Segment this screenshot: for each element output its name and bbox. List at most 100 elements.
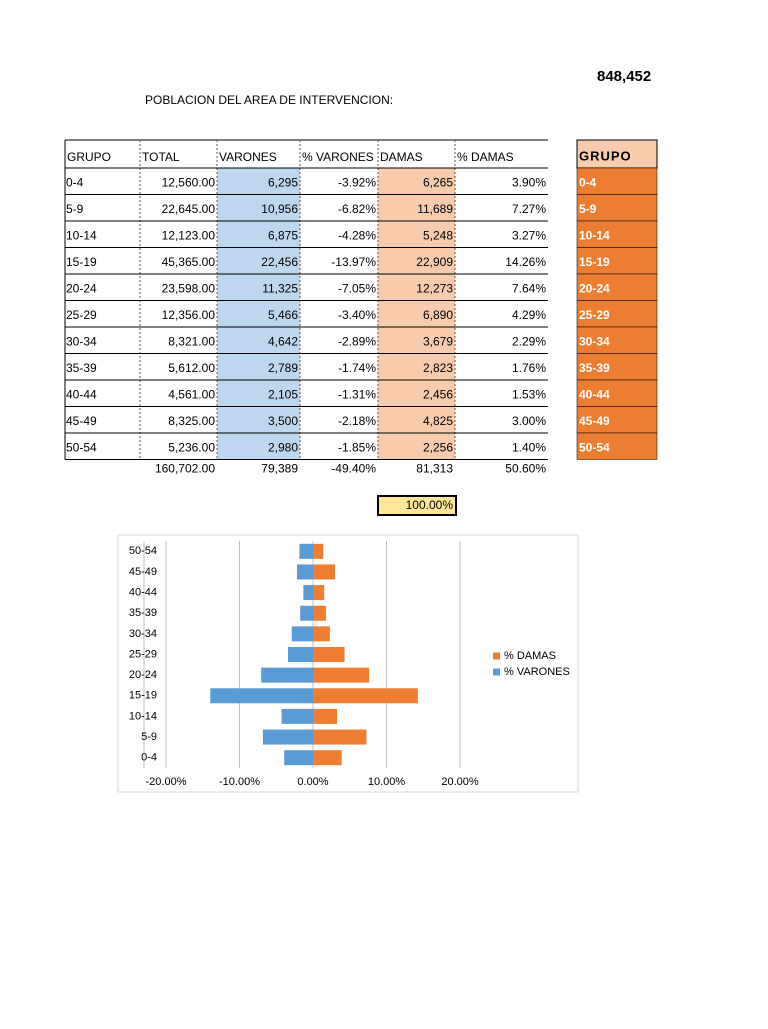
side-header-cell (576, 139, 658, 169)
value-cell: 5,466 (268, 308, 298, 322)
side-label: 20-24 (579, 281, 610, 295)
bar (313, 708, 338, 724)
bar (313, 667, 370, 683)
side-header: GRUPO (579, 148, 632, 163)
column-header: % DAMAS (457, 150, 514, 164)
value-cell: 1.53% (512, 387, 546, 401)
group-cell: 10-14 (66, 228, 97, 242)
bar (313, 729, 367, 745)
value-cell: 22,645.00 (162, 202, 216, 216)
legend-label: % DAMAS (504, 650, 556, 662)
check-cell (377, 495, 457, 516)
side-label: 35-39 (579, 361, 610, 375)
value-cell: -2.89% (338, 334, 376, 348)
side-label: 15-19 (579, 255, 610, 269)
group-cell: 45-49 (66, 414, 97, 428)
x-tick-label: 20.00% (441, 776, 479, 788)
x-tick-label: 0.00% (297, 776, 328, 788)
column-header: % VARONES (302, 150, 374, 164)
group-cell: 40-44 (66, 387, 97, 401)
column-header: GRUPO (67, 150, 111, 164)
side-label: 5-9 (579, 202, 597, 216)
varones-column-fill (217, 168, 300, 460)
legend-label: % VARONES (504, 666, 570, 678)
side-label: 50-54 (579, 440, 610, 454)
damas-column-fill (378, 168, 455, 460)
y-tick-label: 20-24 (129, 669, 157, 681)
side-label: 25-29 (579, 308, 610, 322)
side-cell (576, 353, 658, 381)
value-cell: 6,295 (268, 175, 298, 189)
y-tick-label: 40-44 (129, 586, 157, 598)
population-total: 848,452 (597, 68, 651, 85)
value-cell: -3.40% (338, 308, 376, 322)
side-cell (576, 194, 658, 222)
side-label: 40-44 (579, 387, 610, 401)
value-cell: -1.74% (338, 361, 376, 375)
group-cell: 0-4 (66, 175, 84, 189)
value-cell: 8,325.00 (168, 414, 215, 428)
value-cell: 12,123.00 (162, 228, 216, 242)
value-cell: 2.29% (512, 334, 546, 348)
value-cell: 4,561.00 (168, 387, 215, 401)
group-cell: 5-9 (66, 202, 84, 216)
total-cell: 79,389 (261, 462, 298, 476)
legend-swatch (493, 668, 500, 676)
value-cell: 2,105 (268, 387, 298, 401)
side-label: 30-34 (579, 334, 610, 348)
side-label: 10-14 (579, 228, 610, 242)
value-cell: 6,265 (423, 175, 453, 189)
group-cell: 20-24 (66, 281, 97, 295)
value-cell: 7.64% (512, 281, 546, 295)
y-tick-label: 45-49 (129, 566, 157, 578)
value-cell: 5,612.00 (168, 361, 215, 375)
value-cell: -4.28% (338, 228, 376, 242)
value-cell: 3.00% (512, 414, 546, 428)
value-cell: 1.76% (512, 361, 546, 375)
value-cell: 6,875 (268, 228, 298, 242)
total-cell: 50.60% (505, 462, 546, 476)
value-cell: 7.27% (512, 202, 546, 216)
value-cell: -13.97% (331, 255, 376, 269)
side-cell (576, 379, 658, 407)
group-cell: 30-34 (66, 334, 97, 348)
value-cell: 3.90% (512, 175, 546, 189)
value-cell: 3,500 (268, 414, 298, 428)
bar (313, 647, 345, 662)
column-header: TOTAL (142, 150, 180, 164)
value-cell: -1.31% (338, 387, 376, 401)
x-tick-label: 10.00% (368, 776, 406, 788)
bar (261, 667, 313, 683)
group-cell: 50-54 (66, 440, 97, 454)
value-cell: 12,273 (416, 281, 453, 295)
value-cell: 11,689 (417, 202, 453, 216)
side-label: 45-49 (579, 414, 610, 428)
x-tick-label: -20.00% (146, 776, 187, 788)
x-tick-label: -10.00% (219, 776, 260, 788)
y-tick-label: 5-9 (141, 731, 157, 743)
value-cell: 1.40% (512, 440, 546, 454)
value-cell: 5,236.00 (168, 440, 215, 454)
y-tick-label: 0-4 (141, 752, 157, 764)
column-header: VARONES (219, 150, 277, 164)
value-cell: 22,456 (261, 255, 298, 269)
bar (281, 708, 313, 724)
side-cell (576, 432, 658, 460)
side-label: 0-4 (579, 175, 597, 189)
bar (300, 605, 313, 621)
side-cell (576, 406, 658, 434)
total-cell: 81,313 (416, 462, 453, 476)
chart-frame (117, 534, 579, 793)
bar (296, 564, 313, 580)
value-cell: -7.05% (338, 281, 376, 295)
total-cell: 160,702.00 (155, 462, 215, 476)
bar (291, 626, 313, 642)
bar (313, 585, 325, 601)
bar (284, 750, 313, 766)
bar (313, 564, 336, 580)
bar (210, 688, 313, 704)
value-cell: 4,825 (423, 414, 453, 428)
value-cell: 3.27% (512, 228, 546, 242)
value-cell: 2,256 (423, 440, 453, 454)
value-cell: 3,679 (423, 334, 453, 348)
